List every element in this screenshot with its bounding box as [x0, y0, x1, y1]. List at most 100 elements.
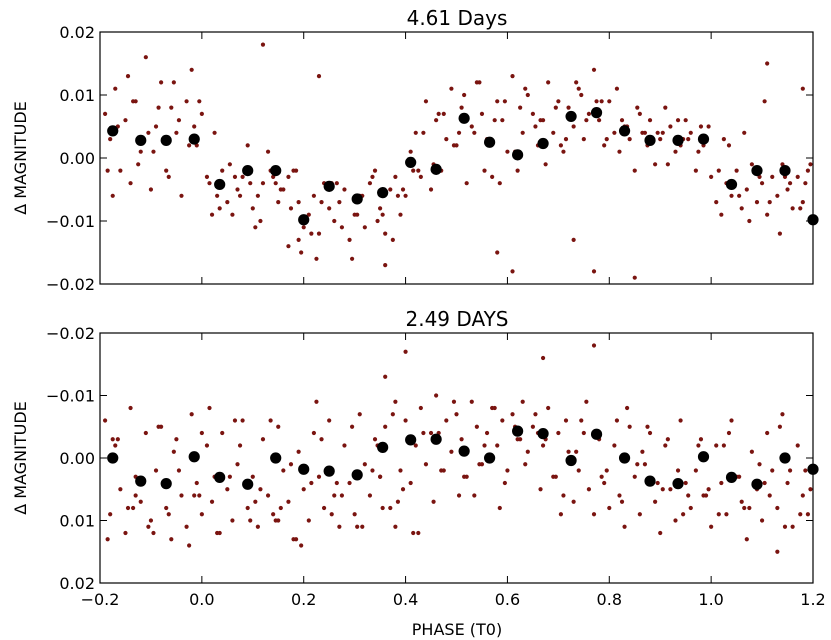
- scatter-point: [408, 149, 413, 154]
- binned-point: [351, 193, 363, 205]
- scatter-point: [515, 168, 520, 173]
- scatter-point: [138, 499, 143, 504]
- scatter-point: [296, 200, 301, 205]
- panel-top: 4.61 Days Δ MAGNITUDE −0.02 −0.01 0.00 0.01…: [11, 6, 819, 294]
- scatter-point: [428, 430, 434, 436]
- scatter-point: [775, 549, 780, 554]
- scatter-point: [759, 181, 765, 186]
- scatter-point: [301, 225, 306, 230]
- scatter-point: [502, 99, 507, 104]
- scatter-point: [602, 143, 607, 148]
- scatter-point: [431, 499, 436, 504]
- scatter-point: [647, 430, 653, 436]
- scatter-point: [754, 200, 760, 205]
- scatter-point: [184, 99, 189, 104]
- scatter-point: [734, 168, 739, 173]
- binned-point: [458, 112, 470, 124]
- scatter-point: [619, 499, 625, 504]
- scatter-point: [271, 512, 276, 517]
- scatter-point: [319, 437, 324, 442]
- scatter-point: [533, 412, 538, 417]
- scatter-point: [398, 212, 403, 217]
- scatter-point: [762, 99, 767, 104]
- scatter-point: [617, 493, 622, 498]
- scatter-point: [151, 149, 156, 154]
- panel-bottom-ticks: −0.2 0.0 0.2 0.4 0.6 0.8 1.0 1.2 −0.02 −0.01 0.00 0…: [46, 324, 826, 609]
- scatter-point: [726, 143, 732, 148]
- scatter-point: [785, 480, 790, 486]
- scatter-point: [698, 437, 704, 442]
- scatter-point: [645, 424, 650, 429]
- binned-point: [618, 452, 631, 464]
- scatter-point: [482, 443, 487, 448]
- scatter-point: [108, 512, 113, 517]
- scatter-point: [724, 512, 729, 517]
- scatter-point: [441, 468, 446, 473]
- binned-point: [377, 441, 389, 453]
- scatter-point: [495, 250, 500, 255]
- scatter-point: [790, 206, 795, 211]
- scatter-point: [286, 499, 291, 504]
- scatter-point: [309, 231, 314, 236]
- binned-point: [107, 125, 119, 137]
- scatter-point: [110, 193, 115, 198]
- scatter-point: [301, 487, 306, 492]
- scatter-point: [688, 505, 693, 511]
- scatter-point: [785, 187, 790, 192]
- scatter-point: [245, 505, 250, 511]
- scatter-point: [383, 424, 388, 429]
- scatter-point: [342, 187, 347, 192]
- scatter-point: [599, 99, 604, 104]
- scatter-point: [800, 86, 805, 91]
- x-tick-label: 0.8: [597, 590, 622, 609]
- scatter-point: [199, 512, 204, 517]
- binned-point: [697, 133, 710, 145]
- panel-bottom-binned-points: [107, 425, 819, 490]
- scatter-point: [240, 418, 245, 423]
- scatter-point: [510, 412, 515, 417]
- scatter-point: [795, 174, 800, 179]
- scatter-point: [378, 474, 383, 479]
- binned-point: [590, 107, 603, 119]
- scatter-point: [698, 124, 704, 129]
- scatter-point: [586, 111, 592, 116]
- y-tick-label: −0.01: [46, 387, 95, 406]
- scatter-point: [538, 118, 543, 123]
- scatter-point: [286, 174, 291, 179]
- scatter-point: [706, 487, 711, 492]
- scatter-point: [451, 399, 457, 404]
- scatter-point: [237, 443, 243, 448]
- scatter-point: [311, 430, 316, 436]
- scatter-point: [574, 80, 579, 85]
- scatter-point: [255, 193, 260, 198]
- scatter-point: [286, 244, 291, 249]
- scatter-point: [693, 168, 698, 173]
- scatter-point: [349, 424, 355, 429]
- scatter-point: [777, 231, 782, 236]
- scatter-point: [250, 474, 255, 479]
- scatter-point: [563, 137, 569, 142]
- scatter-point: [403, 349, 408, 354]
- scatter-point: [398, 468, 403, 473]
- scatter-point: [459, 105, 464, 110]
- scatter-point: [563, 418, 569, 423]
- scatter-point: [696, 443, 701, 448]
- scatter-point: [714, 200, 719, 205]
- scatter-point: [268, 418, 273, 423]
- scatter-point: [525, 449, 530, 454]
- scatter-point: [296, 449, 301, 454]
- scatter-point: [721, 443, 726, 448]
- scatter-point: [579, 418, 584, 423]
- scatter-point: [179, 193, 184, 198]
- scatter-point: [780, 412, 785, 417]
- scatter-point: [255, 524, 260, 529]
- scatter-point: [510, 269, 515, 274]
- scatter-point: [686, 137, 691, 142]
- scatter-point: [299, 543, 304, 548]
- binned-point: [565, 454, 577, 467]
- scatter-point: [400, 487, 406, 492]
- scatter-point: [635, 105, 640, 110]
- scatter-point: [378, 206, 383, 211]
- scatter-point: [217, 530, 222, 536]
- scatter-point: [518, 437, 523, 442]
